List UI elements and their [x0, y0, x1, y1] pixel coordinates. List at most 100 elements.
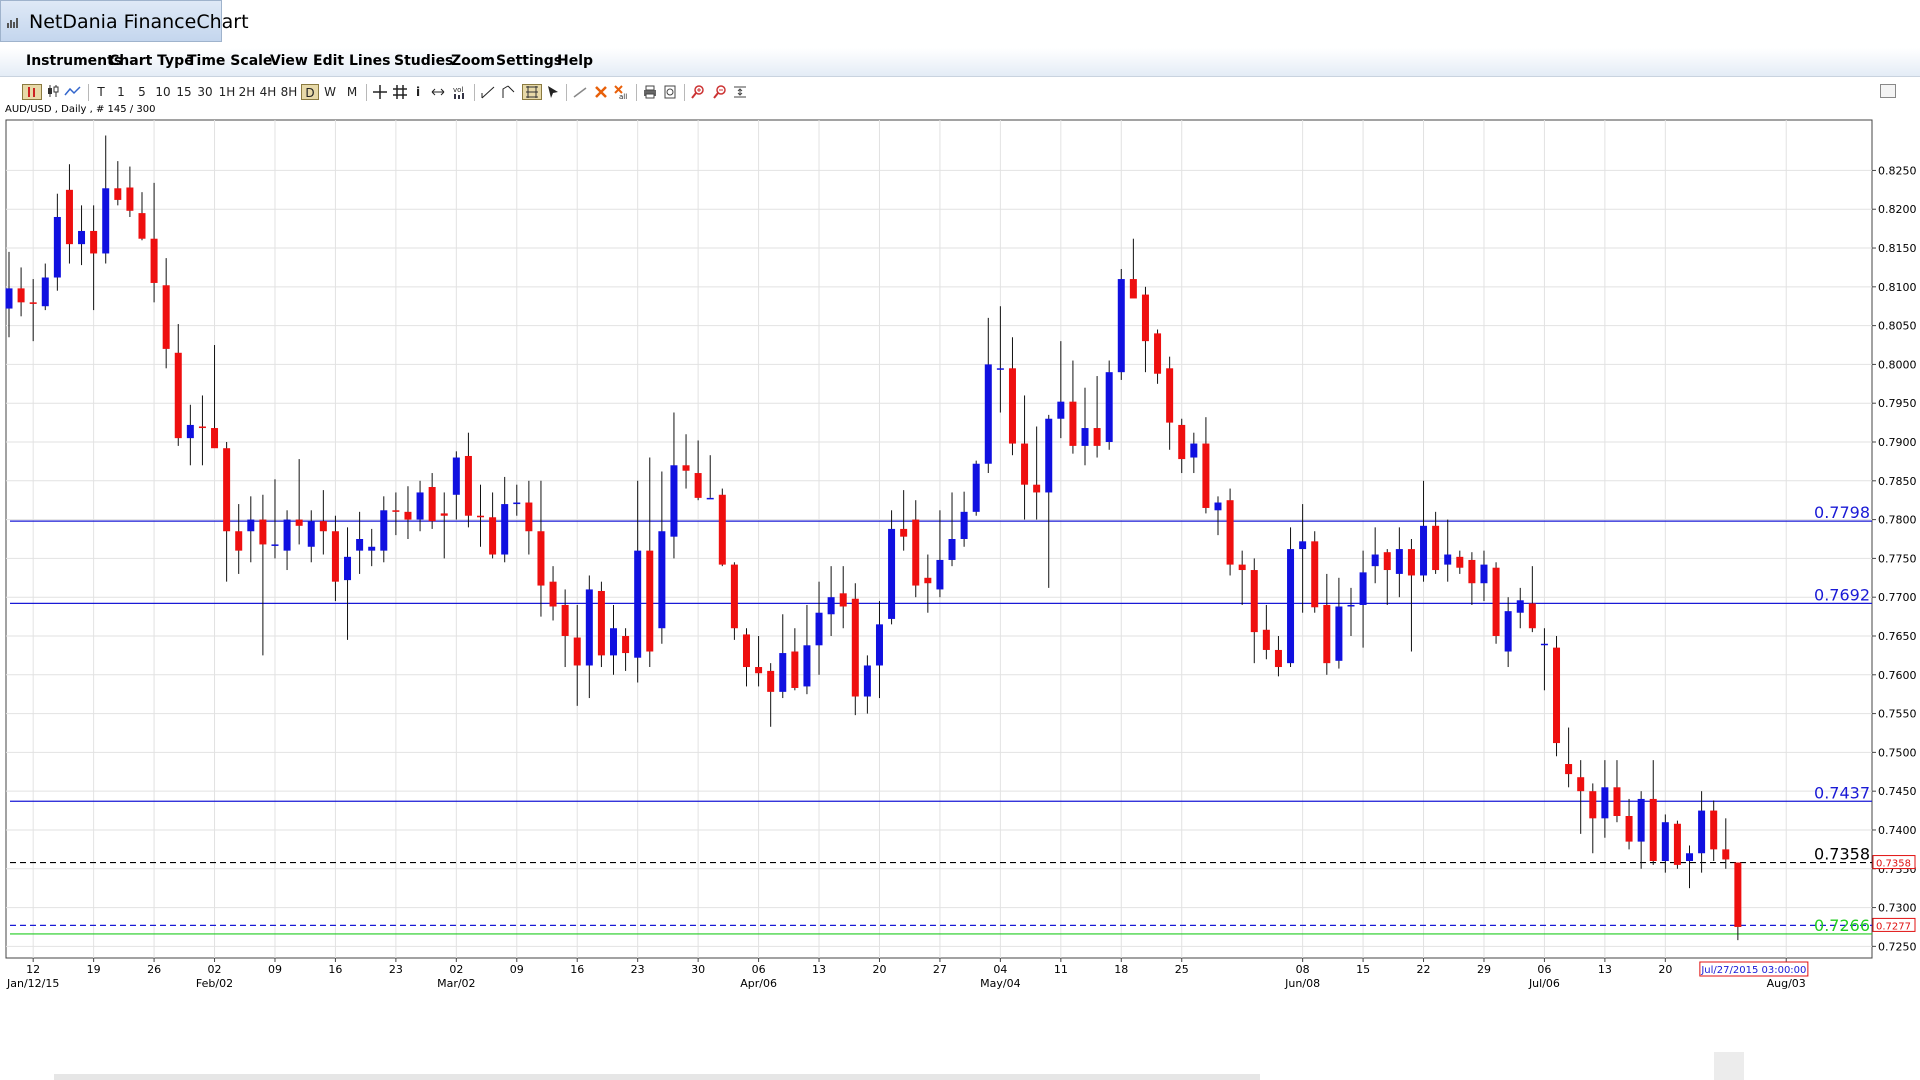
svg-text:all: all	[619, 93, 627, 100]
menu-edit[interactable]: Edit	[313, 53, 345, 69]
candle-down	[65, 189, 73, 245]
timescale-8h[interactable]: 8H	[280, 85, 298, 99]
menu-chart-type[interactable]: Chart Type	[109, 53, 194, 69]
menu-time-scale[interactable]: Time Scale	[187, 53, 273, 69]
timescale-1h[interactable]: 1H	[218, 85, 236, 99]
level-line-label: 0.7798	[1814, 503, 1870, 522]
y-tick-label: 0.8000	[1878, 358, 1917, 371]
timescale-5min[interactable]: 5	[138, 85, 146, 99]
candle-down	[440, 513, 448, 516]
candle-down	[1407, 549, 1415, 576]
menu-zoom[interactable]: Zoom	[451, 53, 495, 69]
candle-down	[573, 637, 581, 666]
price-badge	[1872, 917, 1916, 932]
candle-down	[597, 590, 605, 656]
x-tick-label: 15	[1356, 963, 1370, 976]
candle-down	[331, 531, 339, 582]
candle-down	[851, 598, 859, 697]
timescale-15min[interactable]: 15	[176, 85, 192, 99]
volume-icon[interactable]: vol	[452, 84, 468, 100]
horizontal-scrollbar[interactable]	[54, 1074, 1260, 1080]
timescale-tick[interactable]: T	[97, 85, 105, 99]
candle-down	[1613, 787, 1621, 817]
x-tick-label: 12	[26, 963, 40, 976]
timescale-4h[interactable]: 4H	[259, 85, 277, 99]
x-tick-sublabel: Aug/03	[1767, 977, 1806, 990]
candle-up	[827, 597, 835, 615]
x-tick-label: 20	[1658, 963, 1672, 976]
print-icon[interactable]	[642, 84, 658, 100]
delete-icon[interactable]	[593, 84, 609, 100]
candle-down	[114, 188, 122, 200]
timescale-30min[interactable]: 30	[197, 85, 213, 99]
x-tick-label: 13	[812, 963, 826, 976]
candle-up	[1335, 606, 1343, 661]
candle-up	[1347, 604, 1355, 607]
x-tick-sublabel: Feb/02	[196, 977, 233, 990]
candle-down	[1589, 791, 1597, 819]
toolbar-separator	[636, 84, 637, 101]
x-tick-label: 16	[570, 963, 584, 976]
candlestick-icon[interactable]	[46, 84, 60, 100]
timescale-2h[interactable]: 2H	[238, 85, 256, 99]
chart-area[interactable]: 0.8250 0.8200 0.8150 0.8100 0.8050 0.8000 0.79…	[0, 116, 1920, 994]
channel-icon[interactable]	[500, 84, 516, 100]
candle-up	[513, 502, 521, 505]
candle-down	[755, 667, 763, 674]
timescale-daily[interactable]: D	[301, 84, 319, 100]
candle-down	[1383, 552, 1391, 571]
app-tab[interactable]: NetDania FinanceChart	[0, 0, 249, 42]
candle-down	[319, 521, 327, 532]
candle-down	[1432, 525, 1440, 571]
timescale-10min[interactable]: 10	[155, 85, 171, 99]
fit-icon[interactable]	[732, 84, 748, 100]
y-tick-label: 0.7750	[1878, 552, 1917, 565]
draw-line-icon[interactable]	[572, 84, 588, 100]
x-tick-label: 25	[1175, 963, 1189, 976]
candle-down	[198, 426, 206, 429]
menu-settings[interactable]: Settings	[496, 53, 563, 69]
delete-all-icon[interactable]: all	[613, 84, 629, 101]
candle-down	[162, 285, 170, 349]
line-chart-icon[interactable]	[64, 84, 82, 100]
info-icon[interactable]: i	[415, 85, 421, 99]
menu-instruments[interactable]: Instruments	[26, 53, 123, 69]
candle-down	[1262, 629, 1270, 650]
print-preview-icon[interactable]	[662, 84, 678, 100]
instrument-label: AUD/USD , Daily , # 145 / 300	[5, 104, 156, 115]
menu-view[interactable]: View	[270, 53, 308, 69]
candle-down	[235, 531, 243, 551]
x-tick-label: 04	[993, 963, 1007, 976]
x-tick-label: 22	[1417, 963, 1431, 976]
candle-up	[1057, 401, 1065, 419]
crosshair-icon[interactable]	[372, 84, 388, 100]
candle-up	[1359, 572, 1367, 605]
timescale-monthly[interactable]: M	[346, 85, 358, 99]
toolbar-separator	[88, 84, 89, 101]
candle-up	[610, 628, 617, 656]
menu-studies[interactable]: Studies	[394, 53, 454, 69]
y-tick-label: 0.7950	[1878, 397, 1917, 410]
grid-icon[interactable]	[392, 84, 408, 100]
timescale-1min[interactable]: 1	[117, 85, 125, 99]
trendline-icon[interactable]	[480, 84, 496, 100]
fibonacci-icon[interactable]	[522, 84, 542, 100]
candlestick-chart[interactable]: 0.8250 0.8200 0.8150 0.8100 0.8050 0.8000 0.79…	[0, 116, 1920, 994]
zoom-in-icon[interactable]	[690, 84, 706, 100]
candle-down	[1468, 559, 1476, 584]
candle-down	[525, 502, 533, 532]
x-tick-label: 13	[1598, 963, 1612, 976]
candle-down	[477, 515, 485, 518]
menu-lines[interactable]: Lines	[349, 53, 391, 69]
bar-chart-icon[interactable]	[22, 84, 42, 100]
y-tick-label: 0.7800	[1878, 514, 1917, 527]
scroll-arrows-icon[interactable]	[430, 84, 446, 100]
panel-toggle-icon[interactable]	[1880, 84, 1896, 98]
timescale-weekly[interactable]: W	[324, 85, 336, 99]
y-tick-label: 0.7850	[1878, 475, 1917, 488]
menu-help[interactable]: Help	[557, 53, 594, 69]
cursor-icon[interactable]	[546, 84, 560, 100]
candle-up	[1287, 549, 1295, 664]
candle-down	[1456, 556, 1464, 568]
zoom-out-icon[interactable]	[712, 84, 728, 100]
